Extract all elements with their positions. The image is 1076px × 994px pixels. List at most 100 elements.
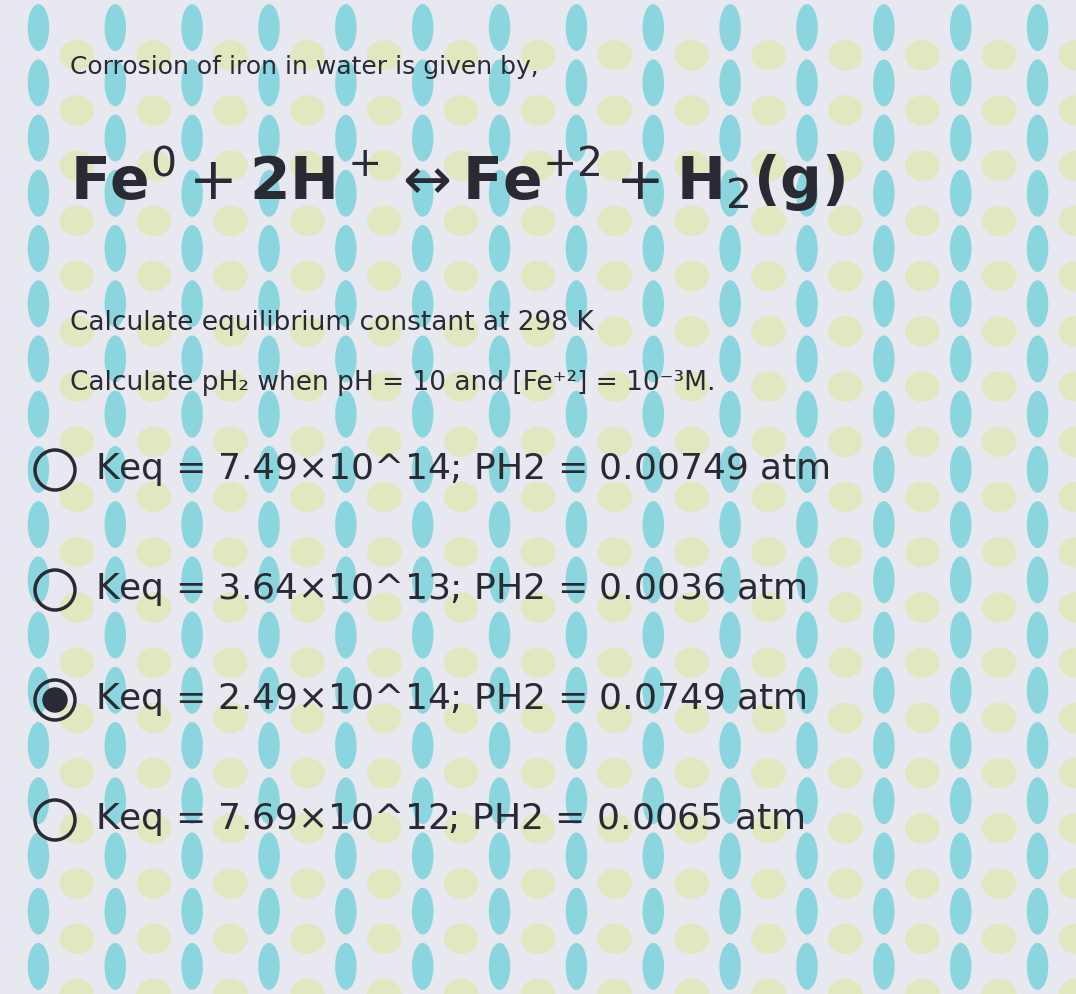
- Text: Corrosion of iron in water is given by,: Corrosion of iron in water is given by,: [70, 55, 539, 79]
- Ellipse shape: [367, 482, 401, 512]
- Ellipse shape: [213, 923, 247, 954]
- Ellipse shape: [335, 833, 356, 880]
- Ellipse shape: [950, 943, 972, 990]
- Ellipse shape: [335, 611, 356, 658]
- Ellipse shape: [905, 757, 939, 788]
- Ellipse shape: [1027, 170, 1048, 217]
- Ellipse shape: [521, 95, 555, 125]
- Ellipse shape: [675, 40, 709, 71]
- Ellipse shape: [1027, 611, 1048, 658]
- Ellipse shape: [796, 833, 818, 880]
- Ellipse shape: [444, 426, 479, 457]
- Ellipse shape: [873, 943, 894, 990]
- Ellipse shape: [104, 611, 126, 658]
- Ellipse shape: [796, 888, 818, 934]
- Ellipse shape: [213, 372, 247, 402]
- Ellipse shape: [489, 557, 510, 603]
- Ellipse shape: [335, 280, 356, 327]
- Ellipse shape: [412, 280, 434, 327]
- Ellipse shape: [258, 114, 280, 161]
- Ellipse shape: [137, 703, 171, 733]
- Ellipse shape: [829, 260, 863, 291]
- Ellipse shape: [104, 4, 126, 51]
- Ellipse shape: [367, 150, 401, 181]
- Ellipse shape: [412, 501, 434, 548]
- Ellipse shape: [982, 372, 1017, 402]
- Ellipse shape: [597, 316, 633, 347]
- Ellipse shape: [521, 923, 555, 954]
- Ellipse shape: [720, 114, 741, 161]
- Ellipse shape: [258, 60, 280, 106]
- Ellipse shape: [905, 592, 939, 622]
- Ellipse shape: [104, 777, 126, 824]
- Ellipse shape: [137, 813, 171, 844]
- Ellipse shape: [335, 501, 356, 548]
- Ellipse shape: [59, 979, 95, 994]
- Ellipse shape: [720, 4, 741, 51]
- Ellipse shape: [796, 60, 818, 106]
- Ellipse shape: [873, 114, 894, 161]
- Ellipse shape: [751, 150, 785, 181]
- Ellipse shape: [751, 923, 785, 954]
- Ellipse shape: [642, 280, 664, 327]
- Ellipse shape: [412, 667, 434, 714]
- Ellipse shape: [1027, 557, 1048, 603]
- Ellipse shape: [104, 557, 126, 603]
- Ellipse shape: [137, 537, 171, 568]
- Ellipse shape: [982, 869, 1017, 899]
- Ellipse shape: [213, 757, 247, 788]
- Ellipse shape: [489, 777, 510, 824]
- Ellipse shape: [444, 482, 479, 512]
- Ellipse shape: [1059, 316, 1076, 347]
- Ellipse shape: [213, 537, 247, 568]
- Ellipse shape: [489, 888, 510, 934]
- Ellipse shape: [182, 60, 203, 106]
- Ellipse shape: [751, 537, 785, 568]
- Ellipse shape: [1027, 777, 1048, 824]
- Ellipse shape: [982, 260, 1017, 291]
- Ellipse shape: [489, 225, 510, 272]
- Ellipse shape: [182, 722, 203, 769]
- Ellipse shape: [1059, 869, 1076, 899]
- Ellipse shape: [59, 757, 95, 788]
- Ellipse shape: [982, 647, 1017, 678]
- Ellipse shape: [444, 869, 479, 899]
- Ellipse shape: [950, 501, 972, 548]
- Ellipse shape: [1027, 501, 1048, 548]
- Ellipse shape: [675, 647, 709, 678]
- Ellipse shape: [367, 703, 401, 733]
- Ellipse shape: [829, 40, 863, 71]
- Ellipse shape: [597, 703, 633, 733]
- Ellipse shape: [291, 482, 325, 512]
- Ellipse shape: [566, 280, 587, 327]
- Ellipse shape: [873, 501, 894, 548]
- Ellipse shape: [182, 114, 203, 161]
- Ellipse shape: [137, 647, 171, 678]
- Ellipse shape: [489, 280, 510, 327]
- Ellipse shape: [444, 592, 479, 622]
- Ellipse shape: [720, 391, 741, 437]
- Ellipse shape: [751, 206, 785, 236]
- Ellipse shape: [720, 777, 741, 824]
- Ellipse shape: [1027, 114, 1048, 161]
- Ellipse shape: [412, 943, 434, 990]
- Ellipse shape: [982, 482, 1017, 512]
- Ellipse shape: [335, 225, 356, 272]
- Ellipse shape: [950, 888, 972, 934]
- Ellipse shape: [720, 225, 741, 272]
- Ellipse shape: [675, 95, 709, 125]
- Ellipse shape: [59, 813, 95, 844]
- Ellipse shape: [258, 4, 280, 51]
- Ellipse shape: [213, 869, 247, 899]
- Ellipse shape: [412, 557, 434, 603]
- Ellipse shape: [873, 557, 894, 603]
- Ellipse shape: [444, 260, 479, 291]
- Ellipse shape: [642, 446, 664, 493]
- Ellipse shape: [796, 391, 818, 437]
- Ellipse shape: [258, 557, 280, 603]
- Ellipse shape: [367, 647, 401, 678]
- Ellipse shape: [291, 813, 325, 844]
- Ellipse shape: [796, 335, 818, 383]
- Ellipse shape: [444, 979, 479, 994]
- Ellipse shape: [566, 557, 587, 603]
